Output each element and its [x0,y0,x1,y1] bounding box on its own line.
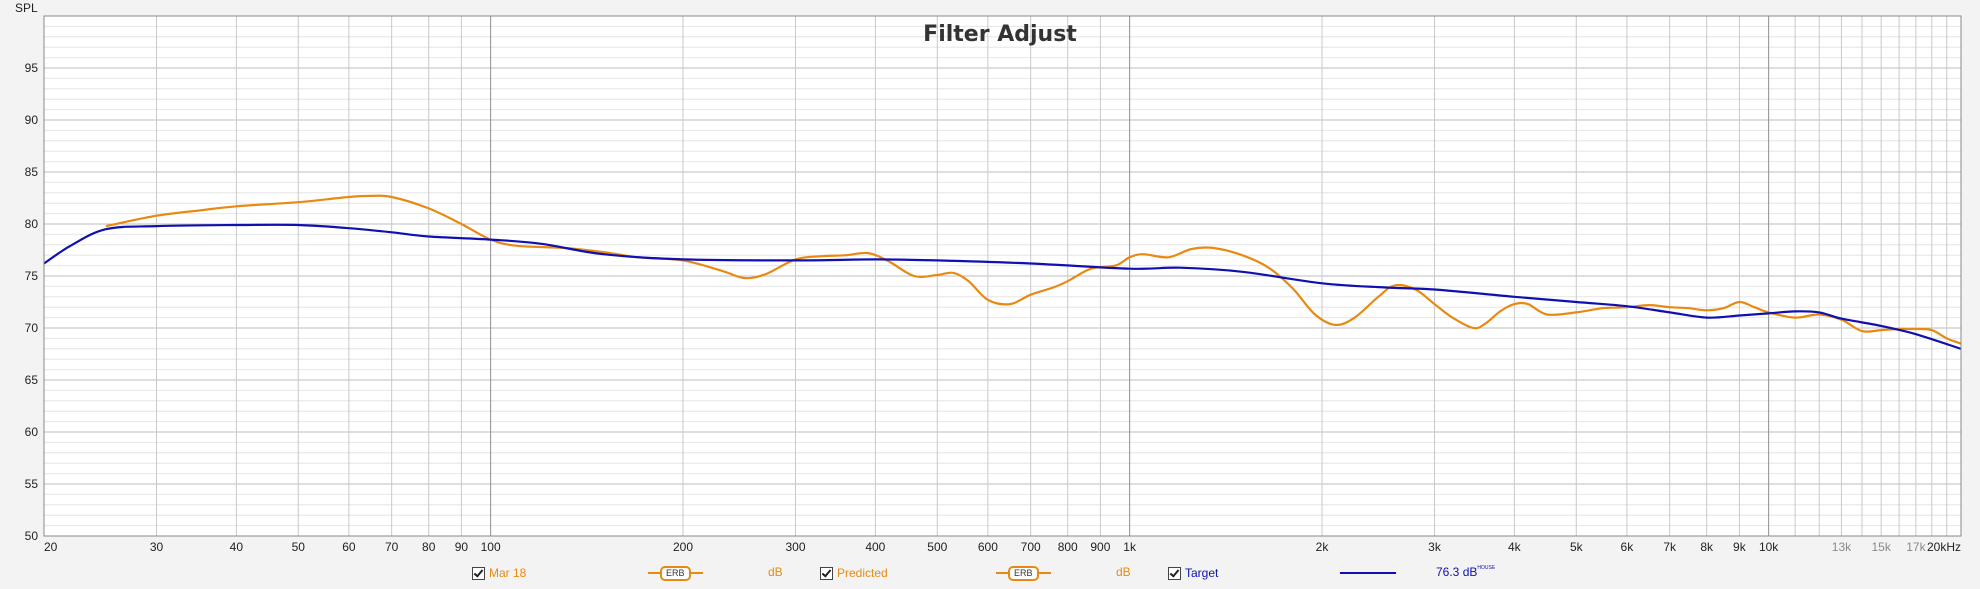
y-tick-label: 65 [25,373,39,387]
legend-item-predicted[interactable]: Predicted [820,564,888,582]
x-tick-label: 6k [1621,540,1635,554]
x-tick-label: 20kHz [1927,540,1961,554]
mar18-smoothing-label: ERB [660,565,691,581]
grid [43,16,1962,536]
x-tick-label: 30 [150,540,164,554]
predicted-smoothing-label: ERB [1008,565,1039,581]
x-tick-label: 50 [292,540,306,554]
x-tick-label: 13k [1832,540,1852,554]
x-tick-label: 200 [673,540,693,554]
x-tick-label: 800 [1058,540,1078,554]
x-tick-label: 400 [865,540,885,554]
mar18-unit: dB [768,565,783,579]
x-tick-label: 500 [927,540,947,554]
target-checkbox[interactable] [1168,566,1181,580]
predicted-checkbox[interactable] [820,566,833,580]
x-tick-label: 300 [786,540,806,554]
x-tick-label: 40 [230,540,244,554]
y-axis-label: SPL [15,1,38,15]
x-axis-ticks: 20 30 40 50 60 70 80 90 100 200 300 400 500 600 700 800… [44,540,1961,554]
mar18-checkbox[interactable] [472,566,485,580]
target-label: Target [1185,566,1219,580]
y-tick-label: 80 [25,217,39,231]
x-tick-label: 70 [385,540,399,554]
legend-item-mar18[interactable]: Mar 18 [472,564,526,582]
x-tick-label: 100 [481,540,501,554]
x-tick-label: 5k [1570,540,1584,554]
y-tick-label: 70 [25,321,39,335]
mar18-smoothing-badge[interactable]: ERB [648,565,703,581]
predicted-label: Predicted [837,566,888,580]
mar18-label: Mar 18 [489,566,527,580]
y-tick-label: 95 [25,61,39,75]
x-tick-label: 9k [1733,540,1747,554]
y-tick-label: 85 [25,165,39,179]
y-tick-label: 90 [25,113,39,127]
x-tick-label: 90 [455,540,469,554]
y-tick-label: 55 [25,477,39,491]
series-line-predicted [105,194,1962,345]
legend-item-target[interactable]: Target [1168,564,1218,582]
y-tick-label: 60 [25,425,39,439]
x-tick-label: 3k [1428,540,1442,554]
series-line-target [43,223,1962,350]
x-tick-label: 900 [1090,540,1110,554]
target-value: 76.3 dBHOUSE [1436,565,1495,579]
chart-title: Filter Adjust [923,22,1077,47]
x-tick-label: 8k [1700,540,1714,554]
x-tick-label: 10k [1759,540,1779,554]
x-tick-label: 80 [422,540,436,554]
x-tick-label: 15k [1871,540,1891,554]
target-line-swatch [1340,572,1396,574]
y-tick-label: 75 [25,269,39,283]
series-lines [43,194,1962,350]
legend: Mar 18 ERB dB Predicted ERB dB Target 76… [0,562,1980,584]
x-tick-label: 17k [1906,540,1926,554]
plot-frame [43,15,1962,537]
x-tick-label: 20 [44,540,58,554]
x-tick-label: 4k [1508,540,1522,554]
x-tick-label: 2k [1316,540,1330,554]
predicted-smoothing-badge[interactable]: ERB [996,565,1051,581]
x-tick-label: 7k [1663,540,1677,554]
x-tick-label: 700 [1021,540,1041,554]
x-tick-label: 60 [342,540,356,554]
y-axis-ticks: 50 55 60 65 70 75 80 85 90 95 [25,61,39,543]
predicted-unit: dB [1116,565,1131,579]
x-tick-label: 1k [1123,540,1137,554]
target-value-sup: HOUSE [1477,565,1496,571]
target-value-text: 76.3 dB [1436,565,1478,579]
y-tick-label: 50 [25,529,39,543]
frequency-response-chart: 20 30 40 50 60 70 80 90 100 200 300 400 500 600 700 800… [15,1,1962,554]
x-tick-label: 600 [978,540,998,554]
